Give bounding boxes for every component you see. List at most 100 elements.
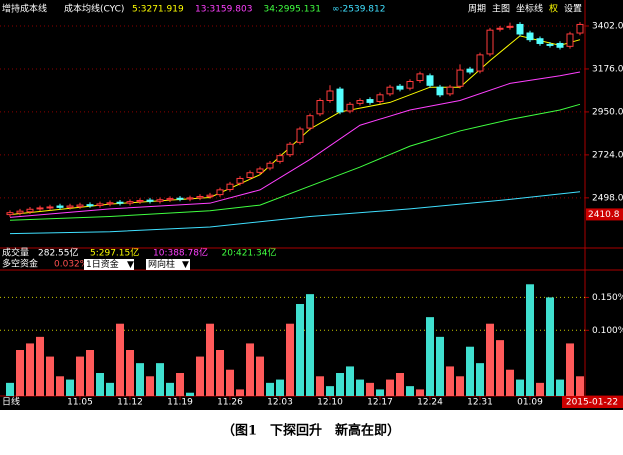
bar: [446, 366, 454, 396]
bar: [256, 356, 264, 396]
bar: [126, 350, 134, 396]
candle-body: [316, 100, 324, 115]
candle-body: [46, 206, 54, 209]
candle-body: [226, 183, 234, 190]
candle-body: [546, 43, 554, 46]
candle-body: [266, 162, 274, 169]
toolbar-button[interactable]: 设置: [564, 4, 582, 15]
candle-body: [556, 42, 564, 48]
candle-body: [386, 86, 394, 95]
sub-current: 0.032%: [54, 260, 89, 270]
candle-body: [26, 208, 34, 213]
dropdown-label[interactable]: 1日资金: [86, 258, 119, 270]
toolbar-button[interactable]: 权: [549, 3, 558, 15]
bar: [326, 386, 334, 396]
candle-body: [576, 23, 584, 34]
y-tick-label: 0.150%: [592, 293, 623, 303]
bar: [6, 382, 14, 396]
bar: [406, 386, 414, 396]
ma-line: [9, 71, 581, 218]
candle-body: [336, 88, 344, 113]
y-tick-label: 2950.0: [592, 107, 623, 117]
candle-body: [406, 80, 414, 89]
bar: [576, 376, 584, 396]
bar: [426, 317, 434, 396]
candle-body: [326, 90, 334, 102]
bar: [296, 304, 304, 396]
bar: [96, 373, 104, 396]
candle-body: [456, 69, 464, 87]
date-label: 2015-01-22: [566, 398, 618, 408]
bar: [516, 379, 524, 396]
bar: [176, 373, 184, 396]
candle-body: [426, 75, 434, 86]
x-tick-label: 12.10: [317, 398, 343, 408]
dropdown[interactable]: [84, 259, 134, 270]
date-box: [562, 396, 623, 408]
candle-body: [246, 172, 254, 179]
candle-body: [76, 204, 84, 208]
legend-entry: 13:3159.803: [195, 5, 252, 15]
bar: [86, 350, 94, 396]
toolbar-button[interactable]: 主图: [492, 3, 510, 15]
bar: [26, 343, 34, 396]
bar: [56, 376, 64, 396]
volume-item: 20:421.34亿: [222, 247, 277, 259]
bar: [146, 376, 154, 396]
candle-body: [356, 100, 364, 104]
toolbar-button[interactable]: 坐标线: [516, 3, 543, 15]
candle-body: [496, 27, 504, 30]
dropdown-arrow[interactable]: ▼: [182, 260, 189, 270]
bar: [496, 340, 504, 396]
y-tick-label: 2724.0: [592, 150, 623, 160]
candle-body: [206, 194, 214, 198]
volume-title: 成交量: [2, 247, 29, 259]
x-tick-label: 11.19: [167, 398, 193, 408]
candle-body: [186, 197, 194, 200]
candle-body: [66, 205, 74, 208]
legend-entry: 34:2995.131: [264, 5, 321, 15]
dropdown-arrow[interactable]: ▼: [127, 260, 134, 270]
bar: [466, 346, 474, 396]
candle-body: [166, 198, 174, 201]
bar: [156, 363, 164, 396]
bar: [556, 379, 564, 396]
bar: [76, 356, 84, 396]
bar: [266, 382, 274, 396]
candle-body: [236, 177, 244, 184]
bar: [366, 382, 374, 396]
candle-body: [376, 94, 384, 102]
candle-body: [486, 29, 494, 55]
candle-body: [536, 38, 544, 44]
bar: [336, 373, 344, 396]
bar: [206, 323, 214, 396]
x-tick-label: 11.26: [217, 398, 243, 408]
candle-body: [306, 115, 314, 129]
toolbar-button[interactable]: 周期: [468, 4, 486, 15]
bar: [216, 350, 224, 396]
price-tag-label: 2410.8: [588, 210, 620, 220]
candle-body: [56, 205, 64, 208]
bar: [286, 323, 294, 396]
candle-body: [106, 202, 114, 205]
bar: [486, 323, 494, 396]
candle-body: [6, 212, 14, 216]
bar: [136, 363, 144, 396]
bar: [476, 363, 484, 396]
y-tick-label: 2498.0: [592, 193, 623, 203]
x-tick-label: 12.17: [367, 398, 393, 408]
bar: [436, 336, 444, 396]
bar: [456, 376, 464, 396]
candle-body: [566, 33, 574, 47]
x-tick-label: 11.12: [117, 398, 143, 408]
candle-body: [276, 155, 284, 162]
bar: [346, 366, 354, 396]
bar: [196, 356, 204, 396]
period-label[interactable]: 日线: [2, 396, 20, 408]
candle-body: [526, 32, 534, 41]
bar: [166, 382, 174, 396]
dropdown-label[interactable]: 网向柱: [148, 258, 175, 270]
volume-item: 10:388.78亿: [153, 247, 208, 259]
dropdown[interactable]: [146, 259, 190, 270]
